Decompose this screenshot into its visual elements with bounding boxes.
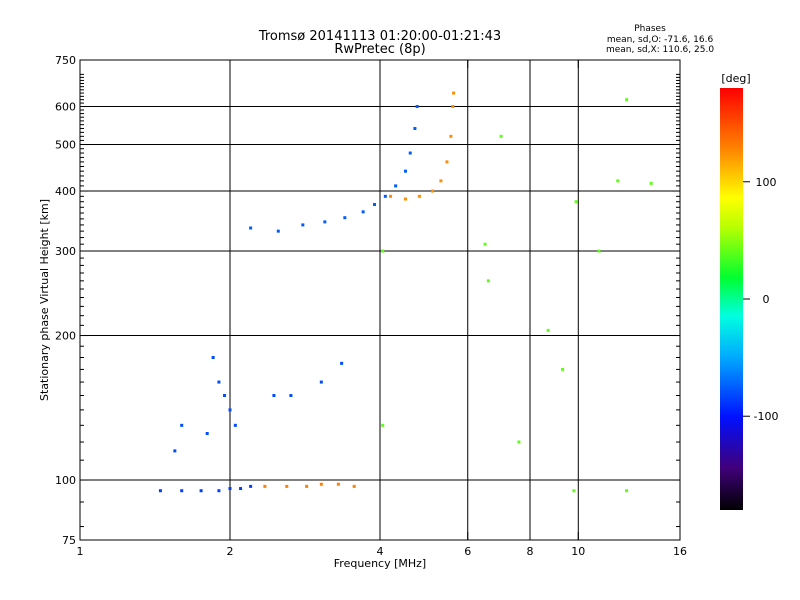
- data-point: [572, 489, 576, 493]
- data-point: [517, 440, 521, 444]
- data-point: [483, 242, 487, 246]
- x-axis-label: Frequency [MHz]: [334, 557, 426, 570]
- data-point: [285, 484, 289, 488]
- x-tick-label: 8: [527, 545, 534, 558]
- colorbar-tick-label: -100: [754, 410, 779, 423]
- data-point: [228, 487, 232, 491]
- y-tick-label: 400: [55, 185, 76, 198]
- data-point: [486, 279, 490, 283]
- colorbar-tick-label: 0: [763, 293, 770, 306]
- data-point: [276, 229, 280, 233]
- data-point: [649, 181, 653, 185]
- colorbar-ticks: 100 0 -100: [743, 176, 778, 423]
- data-point: [319, 380, 323, 384]
- data-point: [233, 423, 237, 427]
- colorbar-tick-label: 100: [756, 176, 777, 189]
- y-tick-label: 100: [55, 474, 76, 487]
- chart-title: Tromsø 20141113 01:20:00-01:21:43: [258, 29, 501, 44]
- data-point: [546, 328, 550, 332]
- data-point: [228, 408, 232, 412]
- data-point: [389, 194, 393, 198]
- data-point: [445, 160, 449, 164]
- colorbar-label: [deg]: [721, 72, 750, 85]
- grid-lines: [80, 60, 680, 540]
- data-point: [431, 189, 435, 193]
- chart-subtitle: RwPretec (8p): [334, 42, 425, 57]
- phase-stats: Phases mean, sd,O: -71.6, 16.6 mean, sd,…: [606, 24, 714, 55]
- data-point: [597, 249, 601, 253]
- data-point: [352, 484, 356, 488]
- x-tick-label: 2: [227, 545, 234, 558]
- data-point: [625, 489, 629, 493]
- data-point: [451, 105, 455, 109]
- colorbar: [deg] 100 0 -100: [720, 72, 778, 510]
- data-point: [249, 226, 253, 230]
- data-point: [403, 169, 407, 173]
- data-point: [199, 489, 203, 493]
- y-tick-label: 750: [55, 54, 76, 67]
- data-point: [319, 482, 323, 486]
- y-tick-label: 500: [55, 139, 76, 152]
- y-tick-label: 600: [55, 101, 76, 114]
- data-point: [408, 151, 412, 155]
- data-point: [180, 489, 184, 493]
- data-point: [452, 91, 456, 95]
- data-point: [272, 394, 276, 398]
- x-tick-label: 4: [377, 545, 384, 558]
- stats-o-mode: mean, sd,O: -71.6, 16.6: [607, 35, 714, 45]
- data-point: [499, 134, 503, 138]
- data-point: [361, 210, 365, 214]
- data-point: [301, 223, 305, 227]
- data-point: [263, 484, 267, 488]
- data-point: [616, 179, 620, 183]
- data-point: [439, 179, 443, 183]
- data-point: [383, 194, 387, 198]
- data-point: [413, 126, 417, 130]
- data-point: [381, 249, 385, 253]
- y-tick-label: 300: [55, 245, 76, 258]
- data-point: [449, 134, 453, 138]
- colorbar-gradient: [720, 88, 743, 510]
- y-axis-label: Stationary phase Virtual Height [km]: [38, 199, 51, 401]
- data-point: [415, 105, 419, 109]
- data-point: [173, 449, 177, 453]
- data-point: [343, 216, 347, 220]
- data-point: [625, 98, 629, 102]
- data-point: [574, 200, 578, 204]
- data-point: [336, 482, 340, 486]
- stats-x-mode: mean, sd,X: 110.6, 25.0: [606, 45, 714, 55]
- x-tick-label: 1: [77, 545, 84, 558]
- data-point: [223, 394, 227, 398]
- y-tick-label: 75: [62, 534, 76, 547]
- y-tick-label: 200: [55, 330, 76, 343]
- data-point: [394, 184, 398, 188]
- data-point: [403, 197, 407, 201]
- data-point: [180, 423, 184, 427]
- data-point: [381, 423, 385, 427]
- data-points: [158, 91, 653, 493]
- data-point: [217, 380, 221, 384]
- data-point: [289, 394, 293, 398]
- data-point: [205, 432, 209, 436]
- data-point: [340, 361, 344, 365]
- data-point: [211, 355, 215, 359]
- data-point: [217, 489, 221, 493]
- x-tick-label: 16: [673, 545, 687, 558]
- stats-title: Phases: [634, 24, 666, 34]
- data-point: [305, 484, 309, 488]
- axis-ticks: 1 2 4 6 8 10 16 75 100 200 300 400 500 600 750: [55, 54, 687, 558]
- x-tick-label: 10: [571, 545, 585, 558]
- data-point: [561, 367, 565, 371]
- data-point: [373, 202, 377, 206]
- data-point: [158, 489, 162, 493]
- data-point: [249, 484, 253, 488]
- data-point: [323, 220, 327, 224]
- data-point: [417, 194, 421, 198]
- x-tick-label: 6: [464, 545, 471, 558]
- data-point: [239, 487, 243, 491]
